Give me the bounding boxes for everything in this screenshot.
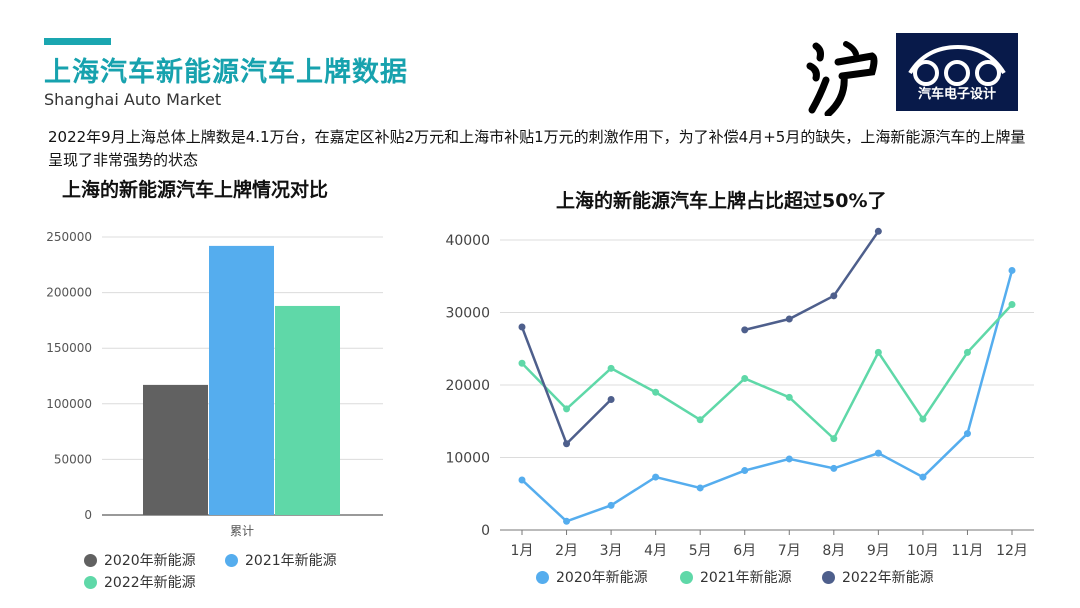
bar-legend-item-2022: 2022年新能源	[84, 572, 196, 592]
line-x-tick-label: 6月	[733, 543, 756, 559]
line-point-2022年新能源-2月	[563, 440, 571, 448]
line-x-tick-label: 1月	[511, 543, 534, 559]
line-point-2020年新能源-11月	[963, 430, 971, 438]
line-x-tick-label: 12月	[996, 543, 1028, 559]
page-description: 2022年9月上海总体上牌数是4.1万台，在嘉定区补贴2万元和上海市补贴1万元的…	[48, 128, 1026, 169]
legend-dot-2022	[84, 575, 97, 589]
bar-legend-label-2020: 2020年新能源	[104, 553, 196, 569]
line-x-tick-label: 2月	[555, 543, 578, 559]
line-point-2021年新能源-9月	[874, 348, 882, 356]
line-point-2022年新能源-9月	[874, 227, 882, 235]
line-point-2020年新能源-10月	[919, 473, 927, 481]
line-series-2022年新能源	[744, 230, 880, 332]
line-point-2020年新能源-7月	[785, 455, 793, 463]
line-point-2021年新能源-1月	[518, 359, 526, 367]
bar-chart: 0 50000 100000 150000 200000 250000 累计	[46, 230, 383, 538]
line-point-2020年新能源-6月	[741, 467, 749, 475]
line-legend-item-2021: 2021年新能源	[680, 567, 792, 587]
bar-2022年新能源	[275, 305, 340, 515]
bar-legend-item-2020: 2020年新能源	[84, 550, 196, 570]
line-chart-title: 上海的新能源汽车上牌占比超过50%了	[556, 190, 887, 212]
line-x-tick-label: 4月	[644, 543, 667, 559]
line-y-tick-label: 30000	[445, 306, 490, 322]
legend-dot-2020	[84, 553, 97, 567]
line-x-tick-label: 10月	[907, 543, 939, 559]
line-point-2020年新能源-4月	[652, 473, 660, 481]
bar-chart-title: 上海的新能源汽车上牌情况对比	[62, 179, 329, 201]
bar-chart-legend: 2020年新能源 2021年新能源 2022年新能源	[84, 550, 424, 594]
line-y-tick-label: 0	[481, 523, 490, 539]
line-point-2021年新能源-2月	[563, 405, 571, 413]
line-point-2022年新能源-7月	[785, 315, 793, 323]
legend-dot-2021	[680, 570, 693, 584]
line-y-tick-label: 40000	[445, 233, 490, 249]
line-legend-label-2021: 2021年新能源	[700, 570, 792, 586]
bar-y-tick-label: 0	[84, 508, 92, 522]
title-accent-bar	[44, 38, 111, 45]
line-point-2020年新能源-12月	[1008, 266, 1016, 274]
bar-y-tick-label: 150000	[46, 341, 92, 355]
line-chart: 0 10000 20000 30000 40000 1月 2月 3月 4月 5月 6月 7月 8月 9月 1…	[445, 227, 1034, 559]
line-point-2021年新能源-10月	[919, 415, 927, 423]
line-point-2021年新能源-7月	[785, 393, 793, 401]
line-point-2021年新能源-12月	[1008, 301, 1016, 309]
bar-y-tick-label: 50000	[54, 452, 92, 466]
bar-2021年新能源	[209, 245, 274, 515]
line-x-tick-label: 5月	[689, 543, 712, 559]
line-point-2021年新能源-11月	[963, 348, 971, 356]
calligraphy-hu-logo	[806, 41, 878, 116]
logo-text: 汽车电子设计	[917, 87, 996, 102]
line-point-2021年新能源-5月	[696, 416, 704, 424]
line-legend-label-2020: 2020年新能源	[556, 570, 648, 586]
line-point-2022年新能源-3月	[607, 396, 615, 403]
line-x-tick-label: 11月	[952, 543, 984, 559]
bar-y-tick-label: 200000	[46, 286, 92, 300]
bar-2020年新能源	[143, 384, 208, 515]
line-point-2020年新能源-8月	[830, 464, 838, 472]
line-x-tick-label: 3月	[600, 543, 623, 559]
line-point-2022年新能源-8月	[830, 292, 838, 300]
bar-x-tick-label: 累计	[230, 524, 254, 538]
page-subtitle: Shanghai Auto Market	[44, 90, 222, 109]
line-point-2020年新能源-5月	[696, 484, 704, 492]
bar-legend-label-2022: 2022年新能源	[104, 575, 196, 591]
line-point-2020年新能源-3月	[607, 501, 615, 509]
legend-dot-2022	[822, 570, 835, 584]
line-point-2021年新能源-6月	[741, 374, 749, 382]
line-x-tick-label: 8月	[822, 543, 845, 559]
line-point-2020年新能源-9月	[874, 449, 882, 457]
line-x-tick-label: 7月	[778, 543, 801, 559]
legend-dot-2021	[225, 553, 238, 567]
line-point-2020年新能源-2月	[563, 517, 571, 525]
line-x-tick-label: 9月	[867, 543, 890, 559]
line-point-2022年新能源-6月	[741, 326, 749, 334]
line-legend-item-2020: 2020年新能源	[536, 567, 648, 587]
line-chart-legend: 2020年新能源 2021年新能源 2022年新能源	[536, 567, 996, 589]
line-point-2021年新能源-4月	[652, 388, 660, 396]
line-point-2021年新能源-8月	[830, 435, 838, 443]
bar-legend-label-2021: 2021年新能源	[245, 553, 337, 569]
brand-logo: 汽车电子设计	[896, 33, 1018, 111]
bar-legend-item-2021: 2021年新能源	[225, 550, 337, 570]
car-logo-icon	[908, 44, 1006, 86]
line-point-2021年新能源-3月	[607, 364, 615, 372]
line-y-tick-label: 20000	[445, 378, 490, 394]
bar-y-tick-label: 100000	[46, 397, 92, 411]
legend-dot-2020	[536, 570, 549, 584]
line-legend-item-2022: 2022年新能源	[822, 567, 934, 587]
line-series-2021年新能源	[521, 303, 1013, 441]
line-legend-label-2022: 2022年新能源	[842, 570, 934, 586]
bar-y-tick-label: 250000	[46, 230, 92, 244]
line-point-2022年新能源-1月	[518, 323, 526, 331]
page-title: 上海汽车新能源汽车上牌数据	[44, 57, 408, 88]
line-point-2020年新能源-1月	[518, 476, 526, 484]
line-series-2020年新能源	[521, 270, 1014, 523]
line-y-tick-label: 10000	[445, 451, 490, 467]
